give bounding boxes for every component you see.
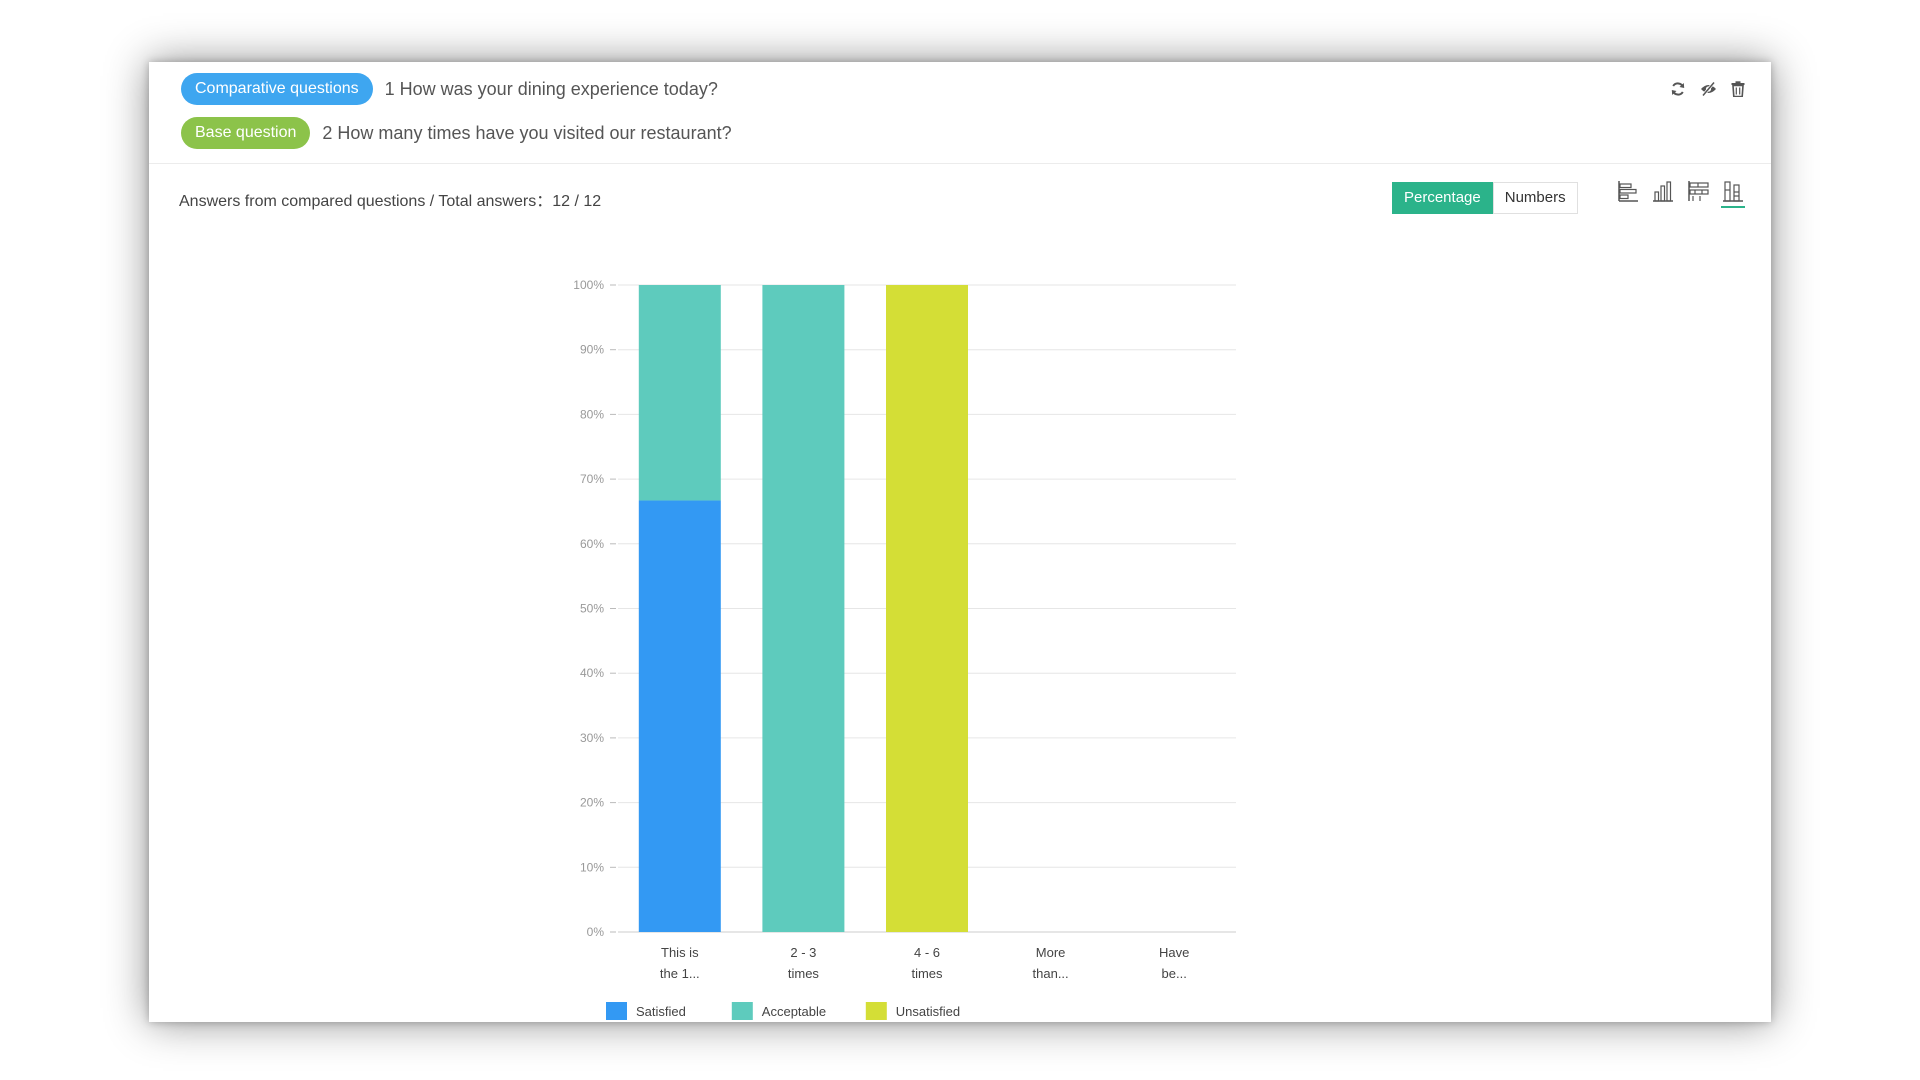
percentage-button[interactable]: Percentage: [1392, 182, 1493, 214]
y-tick-label: 50%: [580, 602, 604, 616]
y-tick-label: 40%: [580, 666, 604, 680]
bar-segment-acceptable: [638, 285, 721, 501]
legend-swatch: [865, 1002, 887, 1020]
refresh-icon[interactable]: [1669, 80, 1687, 98]
bar-segment-satisfied: [638, 500, 721, 932]
x-tick-label: times: [911, 966, 943, 981]
comparative-question-row: Comparative questions 1 How was your din…: [181, 73, 718, 105]
y-tick-label: 90%: [580, 343, 604, 357]
y-tick-label: 30%: [580, 731, 604, 745]
y-tick-label: 20%: [580, 796, 604, 810]
stacked-vertical-chart-icon[interactable]: [1721, 180, 1745, 210]
x-tick-label: 2 - 3: [790, 945, 816, 960]
stacked-horizontal-chart-icon[interactable]: [1686, 180, 1710, 210]
base-question-row: Base question 2 How many times have you …: [181, 117, 732, 149]
x-tick-label: This is: [661, 945, 699, 960]
y-tick-label: 70%: [580, 472, 604, 486]
hide-icon[interactable]: [1699, 80, 1717, 98]
bar-segment-acceptable: [762, 285, 845, 932]
horizontal-bar-chart-icon[interactable]: [1616, 180, 1640, 210]
y-tick-label: 80%: [580, 407, 604, 421]
bar-segment-unsatisfied: [886, 285, 968, 932]
comparative-questions-tag[interactable]: Comparative questions: [181, 73, 373, 105]
x-tick-label: the 1...: [660, 966, 700, 981]
header-divider: [149, 163, 1771, 164]
x-tick-label: More: [1036, 945, 1066, 960]
chart-type-selector: [1616, 180, 1745, 210]
x-tick-label: 4 - 6: [914, 945, 940, 960]
base-question-tag[interactable]: Base question: [181, 117, 311, 149]
y-tick-label: 0%: [587, 925, 605, 939]
legend-label: Unsatisfied: [896, 1004, 960, 1019]
y-tick-label: 100%: [573, 278, 604, 292]
x-tick-label: Have: [1159, 945, 1189, 960]
base-question-text: 2 How many times have you visited our re…: [322, 122, 732, 143]
legend-swatch: [606, 1002, 627, 1020]
trash-icon[interactable]: [1729, 80, 1747, 98]
y-tick-label: 60%: [580, 537, 604, 551]
x-tick-label: be...: [1162, 966, 1187, 981]
legend-label: Satisfied: [636, 1004, 686, 1019]
display-mode-toggle: Percentage Numbers: [1392, 182, 1578, 214]
y-tick-label: 10%: [580, 860, 604, 874]
numbers-button[interactable]: Numbers: [1492, 182, 1578, 214]
vertical-bar-chart-icon[interactable]: [1651, 180, 1675, 210]
comparative-question-text: 1 How was your dining experience today?: [384, 78, 718, 99]
legend-swatch: [731, 1002, 753, 1020]
legend-label: Acceptable: [762, 1004, 826, 1019]
x-tick-label: times: [788, 966, 820, 981]
card-actions: [1669, 80, 1747, 98]
x-tick-label: than...: [1033, 966, 1069, 981]
answers-summary: Answers from compared questions / Total …: [179, 193, 602, 210]
